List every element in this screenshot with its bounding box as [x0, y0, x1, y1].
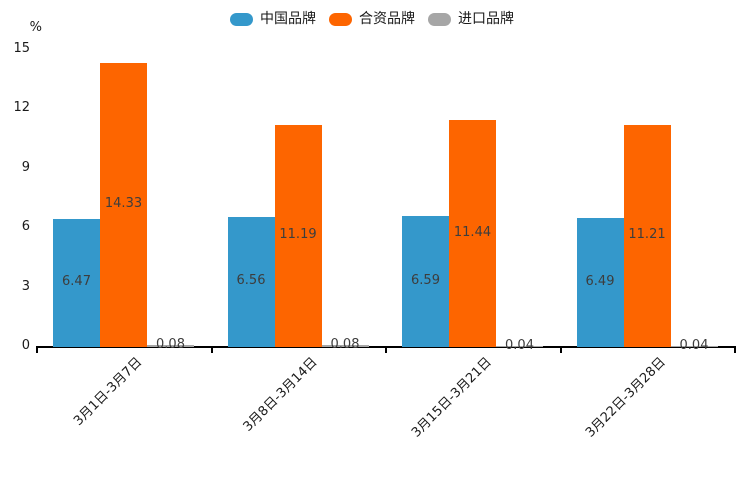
y-tick-label: 9 — [21, 159, 30, 175]
bar-value-label: 6.49 — [585, 273, 615, 289]
y-axis-unit-label: % — [29, 20, 42, 35]
x-tick-mark — [210, 348, 213, 353]
y-tick-label: 12 — [13, 100, 30, 115]
bar-value-label: 6.47 — [62, 274, 91, 289]
x-tick-mark — [734, 348, 736, 353]
x-tick-label: 3月22日-3月28日 — [583, 354, 670, 441]
bar-series2-group3 — [670, 346, 718, 347]
bar-series1-group2 — [449, 120, 496, 347]
bar-series1-group0 — [100, 63, 147, 347]
bar-value-label: 0.04 — [679, 337, 709, 353]
bar-series0-group1 — [227, 217, 275, 347]
legend-item[interactable]: 合资品牌 — [329, 10, 415, 28]
x-tick-label: 3月8日-3月14日 — [240, 354, 321, 435]
bar-value-label: 0.08 — [330, 337, 360, 352]
x-tick-mark — [559, 348, 562, 353]
x-tick-label: 3月1日-3月7日 — [71, 354, 146, 429]
bar-value-label: 6.59 — [411, 272, 440, 288]
x-tick-mark — [36, 348, 38, 353]
y-tick-label: 6 — [21, 219, 30, 234]
bar-value-label: 11.21 — [628, 227, 666, 242]
legend-item-label: 中国品牌 — [260, 11, 316, 27]
legend-item[interactable]: 进口品牌 — [428, 10, 514, 28]
bar-value-label: 11.44 — [453, 224, 492, 240]
y-tick-label: 3 — [21, 278, 30, 294]
bar-value-label: 0.04 — [505, 337, 534, 353]
legend-swatch-icon — [428, 12, 451, 26]
legend-swatch-icon — [230, 12, 253, 26]
bar-series1-group1 — [274, 125, 322, 347]
bar-series2-group0 — [147, 345, 194, 347]
legend-item-label: 合资品牌 — [359, 11, 415, 27]
y-tick-label: 0 — [21, 338, 30, 353]
y-tick-label: 15 — [13, 40, 30, 56]
x-tick-label: 3月15日-3月21日 — [408, 354, 495, 441]
bar-series2-group1 — [321, 345, 369, 347]
x-tick-mark — [385, 348, 387, 353]
x-axis-line — [36, 346, 736, 348]
bar-series0-group0 — [53, 219, 100, 347]
legend-item[interactable]: 中国品牌 — [230, 10, 316, 28]
bar-value-label: 6.56 — [236, 273, 266, 288]
chart-legend: 中国品牌 合资品牌 进口品牌 — [0, 10, 744, 28]
bar-value-label: 11.19 — [279, 227, 317, 242]
bar-series2-group2 — [496, 346, 543, 347]
bar-series0-group2 — [402, 216, 449, 347]
legend-swatch-icon — [329, 12, 352, 26]
bar-value-label: 14.33 — [104, 196, 143, 211]
bar-series1-group3 — [623, 125, 671, 347]
bar-series0-group3 — [576, 218, 624, 347]
bar-value-label: 0.08 — [156, 337, 185, 352]
legend-item-label: 进口品牌 — [458, 11, 514, 27]
